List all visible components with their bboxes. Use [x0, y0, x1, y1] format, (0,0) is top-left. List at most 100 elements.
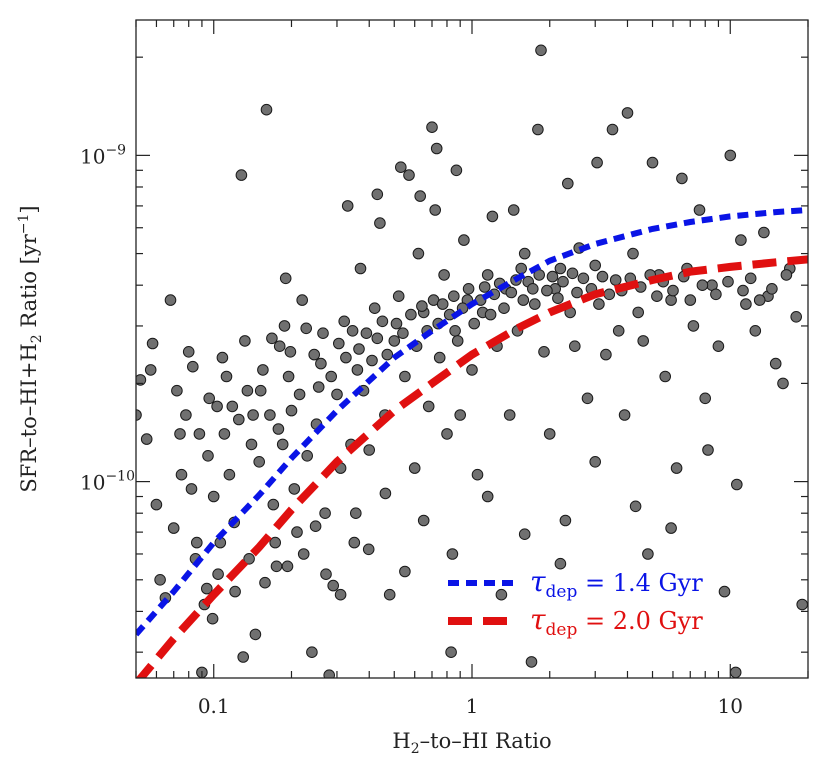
data-point — [193, 428, 206, 440]
x-tick-label: 0.1 — [198, 694, 230, 718]
data-point — [296, 294, 309, 306]
data-point — [710, 288, 722, 301]
data-point — [538, 346, 550, 358]
data-point — [554, 557, 567, 570]
data-point — [368, 302, 381, 315]
data-point — [758, 226, 770, 239]
data-point — [676, 172, 688, 185]
data-point — [591, 156, 603, 169]
data-point — [451, 335, 464, 347]
data-point — [462, 283, 475, 295]
data-point — [724, 149, 737, 162]
data-point — [374, 217, 386, 229]
data-point — [790, 311, 803, 323]
data-point — [366, 354, 378, 367]
data-point — [651, 290, 663, 303]
data-point — [136, 409, 142, 421]
data-point — [552, 292, 564, 305]
data-point — [267, 498, 280, 511]
data-point — [503, 409, 516, 421]
data-point — [245, 438, 258, 451]
data-point — [381, 348, 394, 361]
data-point — [241, 384, 254, 397]
data-point — [253, 456, 266, 468]
data-point — [702, 444, 714, 456]
data-point — [412, 247, 425, 260]
data-point — [257, 364, 269, 376]
y-axis-label-part3: ] — [17, 205, 41, 213]
data-point — [371, 332, 384, 345]
data-point — [722, 275, 734, 288]
data-point — [740, 298, 752, 310]
data-point — [164, 294, 177, 306]
data-point — [276, 438, 289, 451]
data-point — [478, 281, 491, 293]
data-point — [146, 337, 159, 350]
data-point — [350, 507, 362, 520]
data-point — [301, 450, 314, 462]
data-point — [554, 262, 567, 275]
data-point — [331, 388, 343, 401]
data-point — [278, 320, 291, 332]
data-point — [529, 298, 541, 310]
data-point — [433, 351, 446, 364]
data-point — [684, 294, 697, 306]
data-point — [201, 582, 213, 595]
data-point — [293, 388, 306, 401]
y-axis-label-sup: −1 — [16, 214, 32, 235]
data-point — [327, 579, 340, 592]
data-point — [306, 646, 318, 659]
y-axis-label-sub: 2 — [29, 334, 45, 343]
data-point — [414, 190, 427, 202]
legend-label-tau-1.4: τdep = 1.4 Gyr — [530, 565, 703, 602]
data-point — [507, 204, 520, 216]
data-point — [216, 351, 229, 364]
data-point — [333, 337, 345, 350]
data-point — [285, 404, 298, 417]
data-point — [699, 392, 712, 405]
data-point — [211, 400, 223, 413]
data-point — [448, 290, 460, 303]
data-point — [735, 234, 747, 246]
data-point — [749, 325, 762, 337]
data-point — [312, 381, 325, 393]
data-point — [264, 409, 276, 421]
data-point — [405, 308, 417, 321]
data-point — [254, 384, 267, 397]
x-tick-label: 10 — [718, 694, 743, 718]
data-point — [618, 409, 631, 421]
data-point — [203, 392, 215, 405]
data-point — [383, 588, 396, 601]
data-point — [546, 270, 559, 283]
data-point — [525, 656, 538, 668]
data-point — [729, 666, 742, 678]
data-point — [627, 247, 639, 260]
model-curve-tau-1.4 — [136, 207, 808, 637]
data-point — [390, 317, 403, 330]
data-point — [354, 262, 367, 275]
data-point — [796, 598, 808, 611]
legend: τdep = 1.4 Gyr τdep = 2.0 Gyr — [448, 565, 703, 640]
data-point — [223, 468, 236, 481]
data-point — [362, 543, 375, 556]
data-point — [182, 346, 195, 358]
data-point — [140, 433, 153, 445]
y-axis-label-part1: SFR–to–HI+H — [17, 343, 41, 492]
data-point — [247, 409, 259, 421]
data-point — [518, 528, 531, 541]
legend-tau-subscript: dep — [546, 620, 578, 640]
data-point — [325, 370, 338, 383]
data-point — [589, 456, 602, 468]
data-point — [454, 409, 467, 421]
y-tick-label: 10−9 — [80, 142, 126, 168]
data-point — [609, 274, 622, 286]
data-point — [320, 568, 332, 581]
data-point — [687, 320, 700, 332]
data-point — [338, 315, 351, 328]
data-point — [517, 294, 530, 306]
data-point — [239, 335, 251, 347]
data-point — [712, 340, 725, 353]
data-point — [174, 428, 186, 440]
data-point — [237, 651, 249, 663]
